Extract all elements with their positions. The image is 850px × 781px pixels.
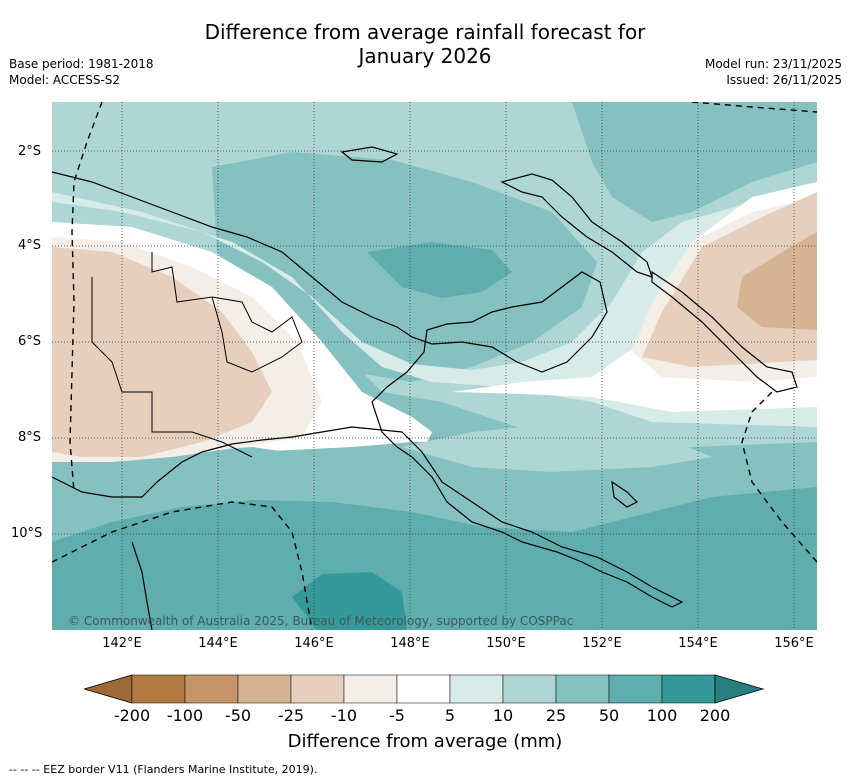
manus-coast (340, 146, 399, 163)
issued-date: Issued: 26/11/2025 (726, 73, 842, 87)
anomaly-zone-25-50-north (572, 102, 817, 192)
title-line-2: January 2026 (358, 44, 492, 68)
title-line-1: Difference from average rainfall forecas… (204, 20, 646, 44)
colorbar-tick-label: -200 (113, 706, 151, 725)
anomaly-zone-neg-10-25-west (52, 247, 272, 457)
rainfall-map (52, 102, 817, 630)
anomaly-zone-south-100-200 (292, 572, 407, 630)
colorbar (84, 674, 765, 704)
eez-footnote: -- -- -- EEZ border V11 (Flanders Marine… (9, 763, 318, 776)
anomaly-zone-south-50-100 (52, 487, 817, 630)
colorbar-segment (396, 674, 451, 704)
colorbar-tick-label: 25 (545, 706, 567, 725)
colorbar-tick-label: -10 (330, 706, 358, 725)
anomaly-zone-neg-25-50-east (737, 232, 817, 330)
colorbar-tick-label: -100 (166, 706, 204, 725)
colorbar-tick-label: -50 (224, 706, 252, 725)
chart-title: Difference from average rainfall forecas… (0, 20, 850, 68)
lon-label-150e: 150°E (486, 636, 526, 651)
lon-label-152e: 152°E (582, 636, 622, 651)
meta-right: Model run: 23/11/2025 Issued: 26/11/2025 (705, 56, 842, 88)
new-guinea-coast (52, 171, 684, 608)
graticule (52, 102, 817, 630)
colorbar-extend-low (84, 674, 133, 704)
copyright-notice: © Commonwealth of Australia 2025, Bureau… (68, 614, 574, 628)
colorbar-segment (608, 674, 663, 704)
coastlines (52, 146, 798, 630)
model-name: Model: ACCESS-S2 (9, 73, 121, 87)
colorbar-segment (237, 674, 292, 704)
colorbar-tick-label: -25 (277, 706, 305, 725)
colorbar-segment (184, 674, 239, 704)
bougainville-coast (611, 480, 639, 508)
colorbar-segment (290, 674, 345, 704)
eez-borders (52, 102, 817, 630)
lat-label-10s: 10°S (11, 526, 43, 541)
lon-label-142e: 142°E (102, 636, 142, 651)
north-australia-coast (131, 541, 153, 630)
anomaly-zone-50-100-center (367, 242, 512, 298)
colorbar-tick-label: 100 (646, 706, 678, 725)
colorbar-extend-high (714, 674, 765, 704)
base-period: Base period: 1981-2018 (9, 57, 154, 71)
colorbar-segment (343, 674, 398, 704)
lat-label-4s: 4°S (18, 238, 42, 253)
colorbar-segment (449, 674, 504, 704)
anomaly-zone-north-ridge (402, 422, 712, 472)
colorbar-segment (555, 674, 610, 704)
colorbar-tick-label: -5 (389, 706, 405, 725)
colorbar-segment (661, 674, 716, 704)
colorbar-segment (131, 674, 186, 704)
lon-label-146e: 146°E (294, 636, 334, 651)
lon-label-156e: 156°E (774, 636, 814, 651)
colorbar-tick-label: 200 (699, 706, 731, 725)
meta-left: Base period: 1981-2018 Model: ACCESS-S2 (9, 56, 154, 88)
colorbar-title: Difference from average (mm) (287, 731, 563, 752)
lon-label-154e: 154°E (678, 636, 718, 651)
lat-label-6s: 6°S (18, 334, 42, 349)
colorbar-tick-label: 10 (492, 706, 514, 725)
lon-label-148e: 148°E (390, 636, 430, 651)
colorbar-tick-label: 5 (444, 706, 456, 725)
lon-label-144e: 144°E (198, 636, 238, 651)
new-ireland-coast (651, 270, 798, 393)
colorbar-segment (502, 674, 557, 704)
borders (91, 252, 303, 458)
model-run: Model run: 23/11/2025 (704, 57, 842, 71)
colorbar-tick-label: 50 (598, 706, 620, 725)
lat-label-2s: 2°S (18, 144, 42, 159)
lat-label-8s: 8°S (18, 430, 42, 445)
